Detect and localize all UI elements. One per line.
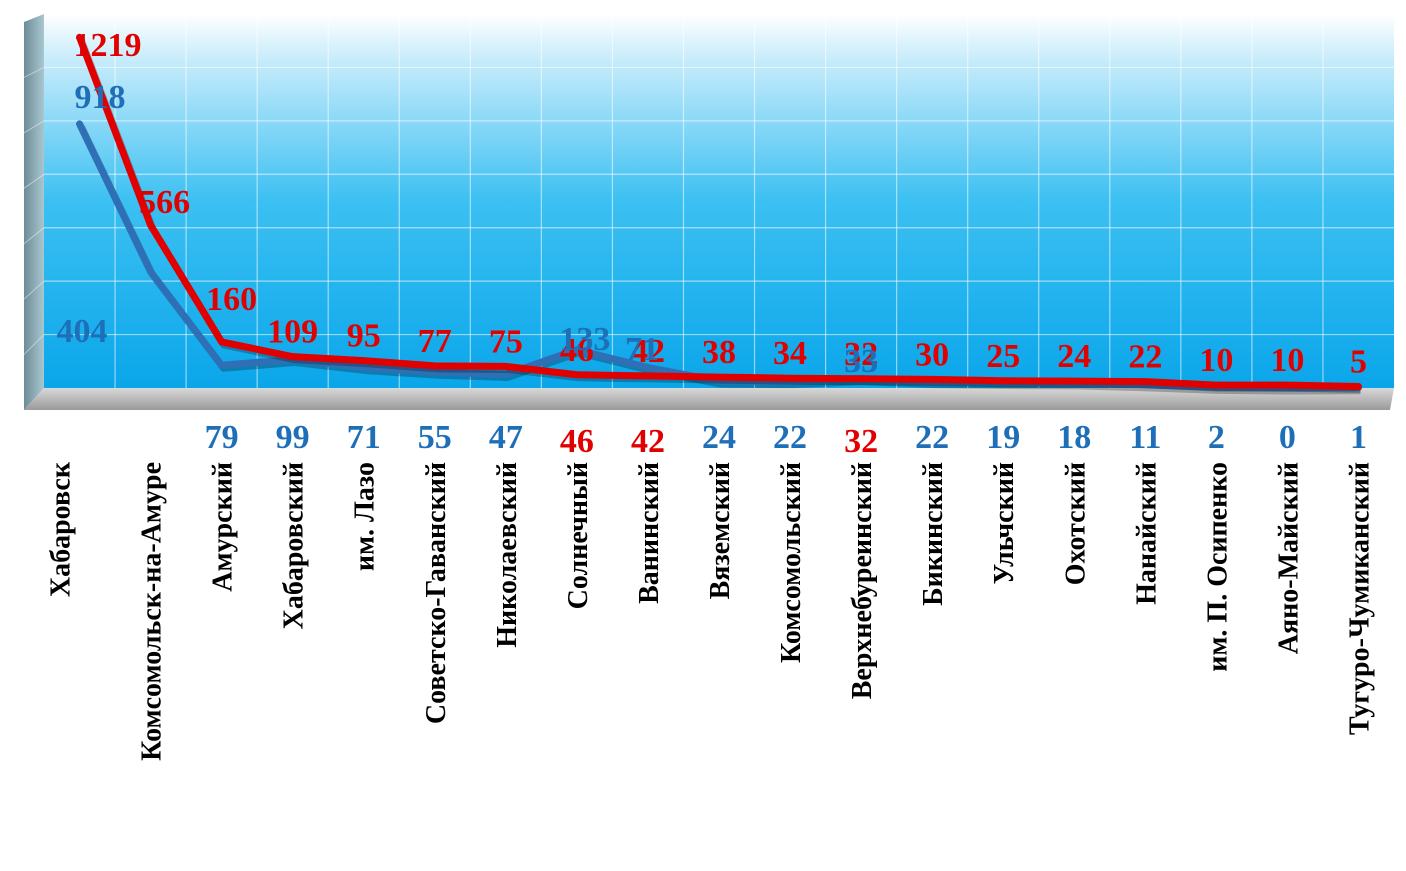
series-0-axis-row-label: 32	[844, 423, 878, 460]
plot-side-wall	[24, 14, 44, 410]
series-0-data-label: 160	[206, 281, 257, 318]
grid-wall-line	[23, 120, 45, 134]
series-0-axis-row-label: 42	[631, 423, 665, 460]
series-0-data-label: 566	[139, 184, 190, 221]
series-1-data-label: 918	[75, 79, 126, 116]
category-label: Охотский	[1060, 462, 1091, 585]
series-1-data-label: 99	[276, 419, 310, 456]
series-0-data-label: 10	[1270, 342, 1304, 379]
category-label: Верхнебуреинский	[847, 462, 878, 699]
series-0-data-label: 95	[347, 318, 381, 355]
category-label: Вяземский	[705, 462, 736, 599]
category-label: им. Лазо	[350, 462, 381, 571]
grid-wall-line	[23, 280, 45, 300]
series-0-data-label: 75	[489, 323, 523, 360]
category-label: Ванинский	[634, 462, 665, 604]
series-1-data-label: 22	[773, 419, 807, 456]
series-1-data-label: 133	[559, 321, 610, 358]
series-1-data-label: 55	[418, 419, 452, 456]
category-label: Амурский	[208, 462, 239, 592]
grid-wall-line	[23, 173, 45, 189]
series-1-data-label: 0	[1279, 419, 1296, 456]
series-0-data-label: 1219	[74, 27, 142, 64]
grid-wall-line	[23, 227, 45, 245]
series-0-data-label: 109	[267, 314, 318, 351]
series-1-data-label: 1	[1350, 419, 1367, 456]
series-0-data-label: 38	[702, 334, 736, 371]
series-0-data-label: 46	[560, 332, 594, 369]
series-0-axis-row-label: 46	[560, 423, 594, 460]
series-1-data-label: 24	[702, 419, 736, 456]
series-0-data-label: 32	[844, 336, 878, 373]
gridlines	[23, 14, 1394, 388]
series-0-data-label: 25	[986, 338, 1020, 375]
series-1-data-label: 47	[489, 419, 523, 456]
series-1-data-label: 79	[205, 419, 239, 456]
plot-floor	[24, 388, 1394, 410]
category-label: Тугуро-Чумиканский	[1344, 462, 1375, 735]
series-0-data-label: 5	[1350, 344, 1367, 381]
plot-background	[24, 14, 1394, 410]
series-0-data-label: 42	[631, 333, 665, 370]
series-0-data-label: 77	[418, 323, 452, 360]
series-1-data-label: 33	[844, 343, 878, 380]
category-label: Хабаровский	[279, 462, 310, 629]
series-1-data-label: 71	[625, 331, 659, 368]
series-lines	[76, 33, 1362, 395]
series-0-data-label: 30	[915, 336, 949, 373]
grid-wall-line	[23, 66, 45, 78]
grid-wall-line	[23, 334, 45, 355]
series-1-data-label: 11	[1129, 419, 1161, 456]
series-1-data-label: 2	[1208, 419, 1225, 456]
category-label: Нанайский	[1131, 462, 1162, 605]
series-0-data-label: 22	[1128, 339, 1162, 376]
category-label: Солнечный	[563, 462, 594, 609]
plot-back-wall	[44, 14, 1394, 388]
series-1-data-label: 18	[1057, 419, 1091, 456]
series-1-data-label: 19	[986, 419, 1020, 456]
category-label: им. П. Осипенко	[1202, 462, 1233, 672]
series-1-data-label: 404	[57, 313, 108, 350]
category-label: Николаевский	[492, 462, 523, 648]
category-label: Аяно-Майский	[1273, 462, 1304, 654]
series-0-data-label: 24	[1057, 338, 1091, 375]
series-1-data-label: 71	[347, 419, 381, 456]
category-label: Бикинский	[918, 462, 949, 606]
category-label: Советско-Гаванский	[421, 462, 452, 724]
series-0-data-label: 10	[1199, 342, 1233, 379]
category-label: Комсомольск-на-Амуре	[137, 462, 168, 761]
category-label: Комсомольский	[776, 462, 807, 663]
category-label: Хабаровск	[46, 461, 77, 597]
category-label: Ульчский	[989, 462, 1020, 584]
series-0-data-label: 34	[773, 335, 807, 372]
series-1-data-label: 22	[915, 419, 949, 456]
category-labels: Хабаровск Комсомольск-на-Амуре Амурский Хаб…	[46, 461, 1376, 761]
